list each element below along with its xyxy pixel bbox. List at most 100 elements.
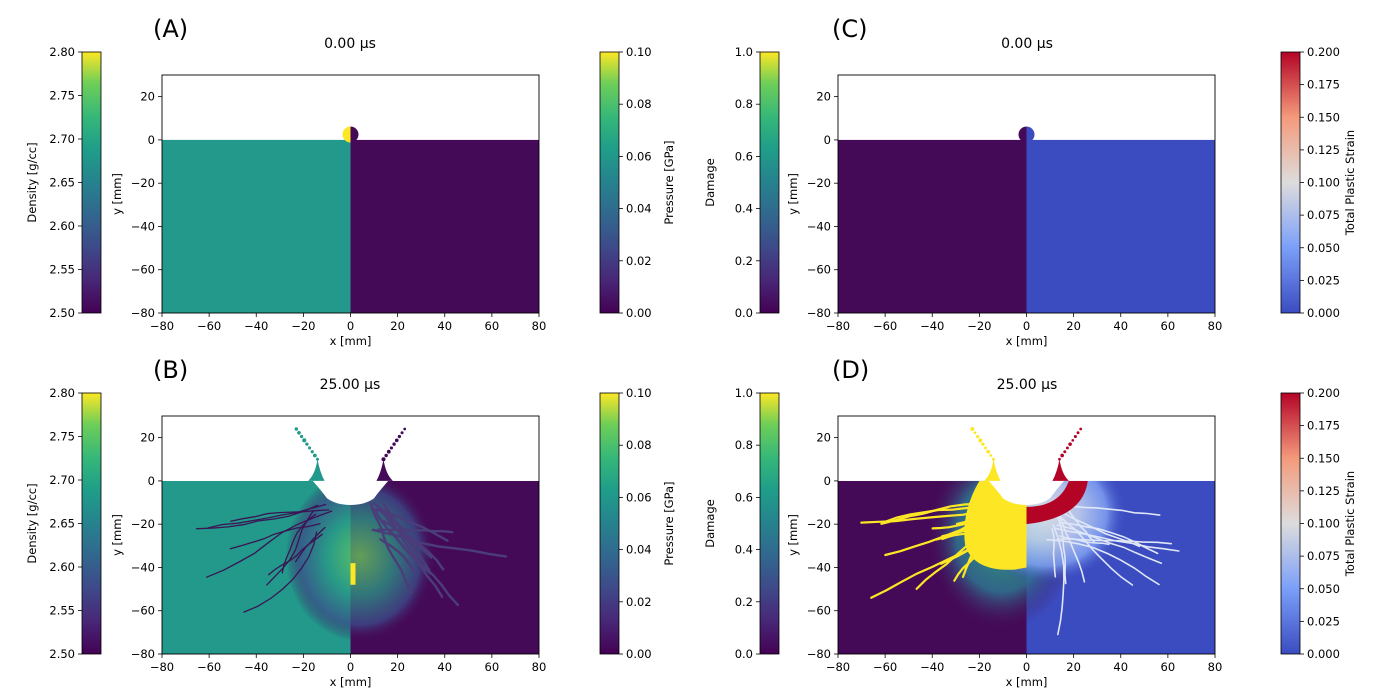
x-tick-label: −60 (197, 319, 221, 333)
panel-c: (C) 0.00 μs −80 −60 −40 −20 0 20 40 60 80 x [mm] 20 0… (703, 15, 1357, 348)
right-colorbar-tick-label: 0.025 (1307, 614, 1340, 628)
ejecta-fragment (992, 457, 996, 461)
ejecta-fragment (1065, 446, 1069, 450)
y-tick-label: 20 (140, 431, 155, 445)
air-region (838, 416, 1215, 481)
pressure-streak (384, 509, 444, 598)
left-colorbar-tick-label: 0.0 (735, 306, 753, 320)
x-tick-label: 40 (437, 660, 452, 674)
right-colorbar-label: Total Plastic Strain (1343, 130, 1357, 236)
right-colorbar-tick-label: 0.100 (1307, 517, 1340, 531)
right-colorbar-tick-label: 0.000 (1307, 306, 1340, 320)
density-crack (229, 523, 321, 550)
x-tick-label: −40 (920, 319, 944, 333)
strain-ray (1055, 513, 1134, 586)
heatmap-field (162, 126, 539, 313)
right-colorbar-bar (1280, 51, 1301, 314)
ejecta-fragment (1076, 431, 1080, 435)
pressure-peak (350, 563, 356, 585)
y-tick-label: 0 (148, 474, 155, 488)
right-colorbar-tick-label: 0.00 (626, 306, 652, 320)
y-tick-label: −80 (807, 647, 831, 661)
panel-letter: (C) (832, 15, 867, 43)
left-colorbar-label: Density [g/cc] (25, 142, 39, 222)
ejecta-fragment (984, 446, 988, 450)
ejecta-fragment (1063, 450, 1067, 454)
ejecta-fragment (975, 434, 980, 439)
left-colorbar-tick-label: 1.0 (735, 45, 753, 59)
right-colorbar-tick-label: 0.06 (626, 490, 652, 504)
right-colorbar-tick-label: 0.150 (1307, 451, 1340, 465)
y-tick-label: −60 (131, 263, 155, 277)
right-colorbar-tick-label: 0.02 (626, 254, 652, 268)
ejecta-fragment (978, 438, 983, 443)
pressure-streak (382, 519, 433, 559)
left-colorbar-label: Damage (703, 158, 717, 207)
panel-title: 0.00 μs (1001, 36, 1053, 52)
ejecta-fragment (1060, 453, 1064, 458)
heatmap-field (838, 126, 1215, 313)
left-colorbar-tick-label: 2.50 (49, 647, 75, 661)
panel-d: (D) 25.00 μs −80 −60 −40 −20 0 20 40 60 80 x [mm] 20… (703, 356, 1357, 689)
ejecta-fragment (386, 449, 391, 454)
air-region (162, 416, 539, 481)
projectile-left-half (1018, 126, 1027, 143)
y-tick-label: −80 (807, 306, 831, 320)
x-tick-label: 20 (1066, 660, 1081, 674)
ejecta-lip-right (376, 459, 393, 481)
pressure-streak (385, 527, 460, 607)
left-colorbar-tick-label: 2.50 (49, 306, 75, 320)
left-colorbar-tick-label: 0.6 (735, 149, 753, 163)
ejecta-fragment (384, 453, 388, 458)
x-tick-label: 40 (437, 319, 452, 333)
right-field-region (350, 139, 539, 313)
y-axis-label: y [mm] (786, 173, 800, 215)
density-crack (267, 533, 323, 576)
right-colorbar-tick-label: 0.200 (1307, 45, 1340, 59)
x-tick-label: 40 (1113, 660, 1128, 674)
projectile-right-half (350, 126, 359, 143)
right-colorbar-tick-label: 0.200 (1307, 386, 1340, 400)
right-colorbar-label: Pressure [GPa] (662, 140, 676, 224)
ejecta-fragment (397, 434, 402, 439)
ejecta-lip-left (984, 459, 1001, 481)
ejecta-fragment (981, 442, 985, 446)
left-colorbar-tick-label: 0.4 (735, 202, 753, 216)
x-axis-label: x [mm] (330, 675, 372, 689)
x-tick-label: −60 (873, 660, 897, 674)
right-colorbar-tick-label: 0.000 (1307, 647, 1340, 661)
x-tick-label: 80 (532, 319, 547, 333)
right-colorbar-label: Pressure [GPa] (662, 481, 676, 565)
right-colorbar-tick-label: 0.10 (626, 386, 652, 400)
x-tick-label: 0 (1023, 660, 1030, 674)
y-tick-label: −20 (131, 176, 155, 190)
ejecta-fragment (1079, 427, 1083, 431)
left-colorbar-bar (759, 51, 780, 314)
x-tick-label: −20 (967, 319, 991, 333)
left-colorbar-tick-label: 2.75 (49, 430, 75, 444)
left-colorbar-tick-label: 2.80 (49, 386, 75, 400)
ejecta-fragment (1058, 457, 1061, 461)
right-colorbar-tick-label: 0.025 (1307, 273, 1340, 287)
strain-ray (1052, 524, 1065, 636)
ejecta-fragment (294, 427, 299, 431)
panel-letter: (A) (153, 15, 188, 43)
x-tick-label: −80 (826, 660, 850, 674)
left-colorbar-bar (759, 392, 780, 655)
density-crack (207, 503, 327, 529)
pressure-streak (369, 502, 413, 595)
x-tick-label: −20 (291, 319, 315, 333)
left-colorbar-tick-label: 2.80 (49, 45, 75, 59)
x-axis-label: x [mm] (1006, 675, 1048, 689)
strain-ray (1050, 507, 1141, 548)
left-colorbar-bar (81, 392, 102, 655)
right-colorbar-tick-label: 0.10 (626, 45, 652, 59)
strain-ray (1054, 527, 1180, 552)
panel-title: 25.00 μs (997, 377, 1058, 393)
right-colorbar-tick-label: 0.075 (1307, 549, 1340, 563)
ejecta-fragment (316, 457, 320, 461)
y-tick-label: −40 (131, 560, 155, 574)
left-colorbar-tick-label: 2.70 (49, 473, 75, 487)
x-tick-label: 60 (485, 660, 500, 674)
x-tick-label: −40 (920, 660, 944, 674)
